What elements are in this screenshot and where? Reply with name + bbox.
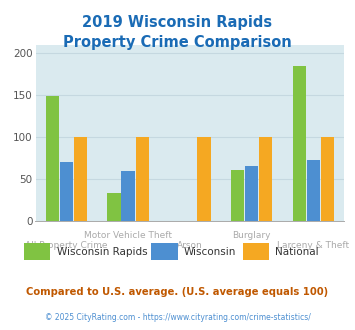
Bar — [259, 137, 272, 221]
Bar — [197, 137, 211, 221]
Text: Larceny & Theft: Larceny & Theft — [277, 242, 350, 250]
Bar — [151, 243, 178, 260]
Bar — [231, 170, 244, 221]
Text: Wisconsin: Wisconsin — [184, 247, 236, 257]
Bar — [293, 66, 306, 221]
Bar — [245, 166, 258, 221]
Bar — [121, 172, 135, 221]
Text: Burglary: Burglary — [233, 231, 271, 240]
Bar — [46, 96, 59, 221]
Text: Wisconsin Rapids: Wisconsin Rapids — [57, 247, 147, 257]
Bar — [307, 160, 320, 221]
Text: All Property Crime: All Property Crime — [25, 242, 108, 250]
Bar — [136, 137, 149, 221]
Bar — [321, 137, 334, 221]
Bar — [243, 243, 269, 260]
Bar — [24, 243, 50, 260]
Bar — [108, 193, 121, 221]
Text: Compared to U.S. average. (U.S. average equals 100): Compared to U.S. average. (U.S. average … — [26, 287, 329, 297]
Bar — [60, 162, 73, 221]
Text: Property Crime Comparison: Property Crime Comparison — [63, 35, 292, 50]
Text: Arson: Arson — [177, 242, 203, 250]
Text: National: National — [275, 247, 319, 257]
Text: © 2025 CityRating.com - https://www.cityrating.com/crime-statistics/: © 2025 CityRating.com - https://www.city… — [45, 313, 310, 322]
Text: 2019 Wisconsin Rapids: 2019 Wisconsin Rapids — [82, 15, 273, 30]
Bar — [74, 137, 87, 221]
Text: Motor Vehicle Theft: Motor Vehicle Theft — [84, 231, 172, 240]
